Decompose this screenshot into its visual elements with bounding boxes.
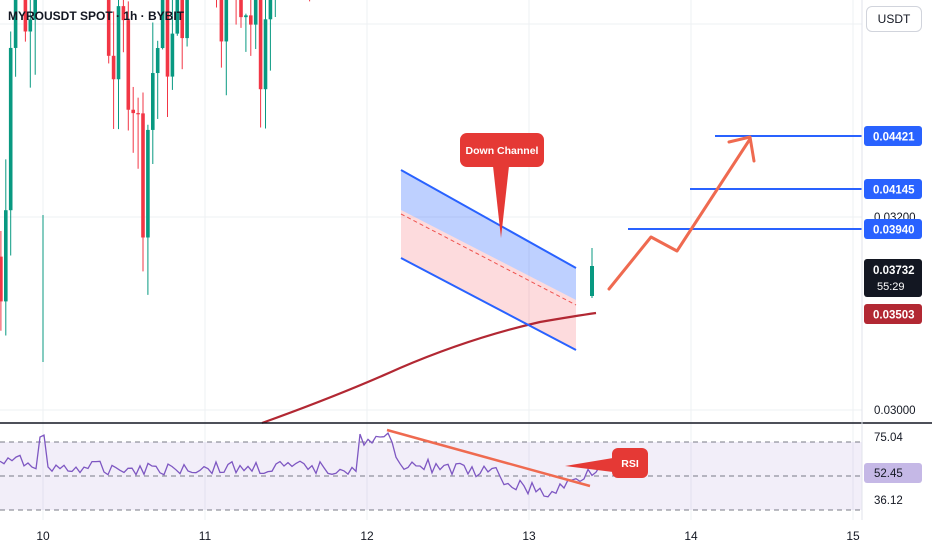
channel-upper-fill	[401, 170, 576, 300]
candle-down	[0, 256, 3, 302]
candle-up	[224, 0, 229, 42]
candle-down	[111, 55, 116, 80]
x-tick-label: 11	[199, 529, 212, 543]
y-tick-label: 0.03000	[874, 405, 916, 417]
price-tag-target2: 0.04145	[873, 185, 915, 197]
bar-countdown: 55:29	[877, 281, 905, 293]
axis: 1011121314150.030000.032000.034000.03600…	[36, 0, 922, 543]
candle-down	[249, 15, 253, 25]
channel-fill	[401, 170, 576, 350]
rsi-upper-label: 75.04	[874, 432, 903, 444]
currency-button[interactable]: USDT	[866, 6, 922, 32]
x-tick-label: 13	[522, 529, 536, 543]
plot-background	[0, 0, 862, 520]
x-tick-label: 14	[684, 529, 698, 543]
overlays: Down Channel	[261, 133, 862, 425]
candle-up	[175, 0, 180, 34]
candle-up	[253, 0, 258, 25]
rsi-value-label: 52.45	[874, 468, 903, 480]
candles	[0, 0, 594, 362]
rsi-line	[0, 432, 601, 498]
rsi-pane: RSI	[0, 422, 932, 511]
down-channel-label: Down Channel	[466, 145, 539, 157]
candle-up	[185, 0, 189, 39]
candle-down	[121, 6, 126, 21]
channel-lower-line	[400, 257, 577, 351]
x-tick-label: 10	[36, 529, 50, 543]
ema-line	[261, 311, 597, 425]
candle-down	[258, 0, 263, 90]
rsi-lower-label: 36.12	[874, 495, 903, 507]
candle-up	[244, 15, 248, 18]
candle-up	[8, 47, 13, 211]
price-tag-current-box	[864, 259, 922, 297]
price-tag-ema: 0.03503	[873, 310, 915, 322]
candle-up	[268, 0, 273, 20]
rsi-band	[0, 442, 862, 510]
candle-up	[4, 210, 8, 302]
price-tag-current: 0.03732	[873, 265, 915, 277]
down-channel-pointer	[493, 166, 509, 238]
price-tag-ema-box	[864, 304, 922, 324]
price-tag-target1-box	[864, 126, 922, 146]
channel-lower-fill	[401, 210, 576, 350]
price-tag-target3-box	[864, 219, 922, 239]
rsi-value-box	[864, 463, 922, 483]
candle-up	[146, 129, 150, 238]
candle-down	[219, 0, 224, 42]
price-tag-target1: 0.04421	[873, 132, 915, 144]
channel-mid-line	[400, 213, 577, 306]
candle-down	[126, 20, 131, 110]
projection-arrow	[607, 137, 752, 291]
candle-down	[131, 109, 135, 114]
rsi-divergence-line	[386, 428, 591, 488]
price-tag-target3: 0.03940	[873, 225, 915, 237]
candle-down	[23, 0, 28, 32]
candle-up	[33, 0, 37, 20]
candle-up	[590, 266, 594, 296]
x-tick-label: 15	[846, 529, 860, 543]
candle-up	[151, 73, 155, 130]
candle-down	[136, 113, 140, 115]
down-channel-callout	[460, 133, 544, 167]
candle-up	[155, 48, 160, 74]
price-tag-target2-box	[864, 179, 922, 199]
candle-down	[239, 0, 243, 18]
x-tick-label: 12	[360, 529, 374, 543]
candle-up	[116, 6, 121, 80]
rsi-callout-label: RSI	[621, 458, 639, 470]
symbol-title[interactable]: MYROUSDT SPOT · 1h · BYBIT	[8, 9, 185, 23]
candle-up	[160, 0, 165, 49]
candle-up	[170, 33, 175, 77]
candle-down	[106, 0, 111, 56]
projection-arrow-head	[727, 135, 756, 163]
rsi-callout	[612, 448, 648, 478]
rsi-callout-pointer	[565, 458, 613, 472]
candle-down	[165, 0, 170, 77]
candle-up	[28, 19, 33, 32]
candle-down	[180, 0, 184, 39]
candle-up	[263, 19, 268, 90]
candle-down	[141, 113, 145, 238]
candle-up	[13, 0, 18, 48]
channel-upper-line	[400, 169, 577, 269]
grid	[0, 0, 862, 520]
